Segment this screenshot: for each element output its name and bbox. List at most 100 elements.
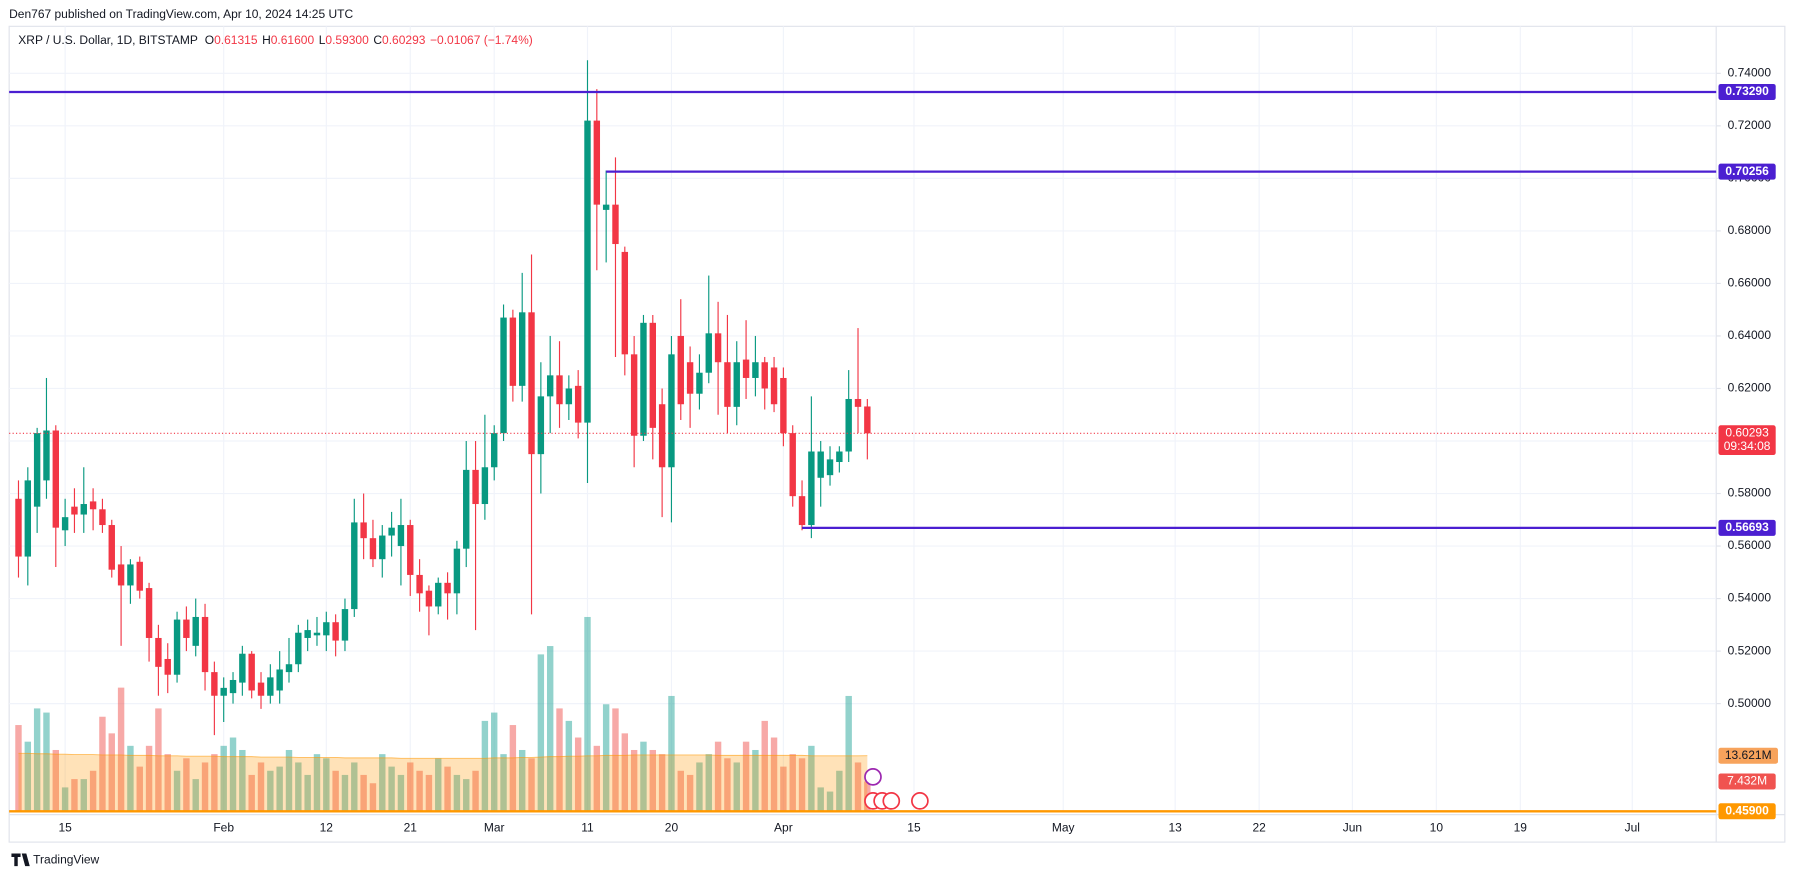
volume-bar (33, 708, 41, 813)
legend-change: −0.01067 (−1.74%) (430, 33, 533, 47)
event-icon (864, 768, 882, 786)
x-tick-label: Jul (1625, 821, 1640, 835)
x-tick-label: 10 (1430, 821, 1444, 835)
candle-body (453, 548, 461, 594)
volume-bar (248, 774, 255, 813)
candle-body (752, 362, 759, 378)
logo-mark (11, 853, 30, 867)
volume-bar (173, 770, 181, 813)
candle-body (864, 406, 871, 434)
x-tick-label: Mar (484, 821, 505, 835)
candle-body (677, 335, 684, 405)
countdown-label: 09:34:08 (1724, 439, 1771, 453)
x-tick-label: 11 (581, 821, 594, 835)
y-tick-label: 0.66000 (1728, 276, 1772, 290)
volume-bar (99, 716, 106, 813)
volume-bar (435, 758, 442, 813)
candle-body (145, 588, 153, 638)
volume-bar (714, 741, 722, 813)
candle-body (854, 398, 862, 407)
volume-bar (789, 754, 796, 813)
candle-body (295, 632, 302, 665)
volume-bar (379, 754, 386, 813)
volume-bar (640, 741, 647, 813)
candle-body (574, 385, 582, 423)
volume-bar (491, 712, 498, 813)
volume-bar (733, 762, 740, 813)
candle-body (714, 333, 722, 363)
volume-bar (854, 762, 862, 813)
candle-body (630, 354, 638, 436)
volume-bar (425, 774, 433, 813)
candle-body (117, 564, 125, 586)
candle-body (379, 535, 386, 560)
candle-body (173, 619, 181, 675)
volume-bar (201, 762, 209, 813)
candle-body (416, 574, 423, 594)
level-label: 0.56693 (1725, 520, 1769, 534)
volume-bar (742, 741, 750, 813)
candle-body (304, 630, 311, 638)
volume-bar (52, 749, 59, 813)
candle-body (155, 637, 162, 667)
volume-bar (463, 779, 470, 813)
volume-bar (752, 749, 759, 813)
x-tick-label: 15 (58, 821, 72, 835)
candle-body (341, 609, 349, 641)
volume-bar (388, 766, 395, 813)
volume-bar (630, 749, 638, 813)
volume-bar (117, 687, 125, 813)
last-price-label: 0.60293 (1725, 425, 1769, 439)
candle-body (267, 677, 274, 696)
x-tick-label: 15 (907, 821, 921, 835)
x-tick-label: May (1052, 821, 1075, 835)
candle-body (108, 525, 115, 570)
candle-body (397, 525, 405, 547)
candle-body (89, 501, 97, 510)
volume-bar (351, 762, 358, 813)
event-icon (882, 792, 901, 810)
candle-body (546, 375, 554, 397)
candle-body (435, 582, 442, 607)
y-tick-label: 0.72000 (1728, 118, 1772, 132)
volume-bar (574, 737, 582, 813)
y-tick-label: 0.62000 (1728, 381, 1772, 395)
candle-body (826, 459, 834, 476)
volume-bar (43, 712, 50, 813)
volume-bar (798, 758, 806, 813)
volume-bar (229, 737, 237, 813)
volume-bar (528, 758, 535, 813)
volume-ma-line (18, 752, 868, 759)
legend-h: H (262, 33, 271, 47)
candle-body (780, 377, 787, 434)
volume-bar (89, 770, 97, 813)
candle-body (602, 204, 610, 210)
candle-body (649, 322, 656, 428)
volume-bar (369, 783, 377, 813)
candle-body (164, 658, 171, 675)
volume-bar (239, 749, 246, 813)
candle-body (183, 619, 190, 638)
candle-body (257, 682, 265, 696)
volume-bar (602, 704, 610, 813)
volume-bar (397, 774, 405, 813)
candle-body (201, 616, 209, 673)
volume-bar (276, 766, 283, 813)
volume-bar (621, 733, 629, 813)
volume-bar (546, 646, 554, 813)
level-label-box (1718, 519, 1776, 536)
candle-body (817, 451, 824, 478)
candle-body (742, 359, 750, 378)
y-tick-label: 0.56000 (1728, 538, 1772, 552)
candle-body (770, 367, 778, 405)
level-label-box (1718, 83, 1776, 100)
y-tick-label: 0.58000 (1728, 486, 1772, 500)
symbol: XRP / U.S. Dollar, 1D, BITSTAMP (18, 33, 198, 47)
volume-bar (108, 733, 115, 813)
event-icon (911, 792, 929, 810)
candle-body (229, 679, 237, 694)
event-icons (864, 768, 929, 810)
volume-box (1718, 773, 1776, 790)
footer-brand[interactable]: TradingView (33, 853, 99, 867)
